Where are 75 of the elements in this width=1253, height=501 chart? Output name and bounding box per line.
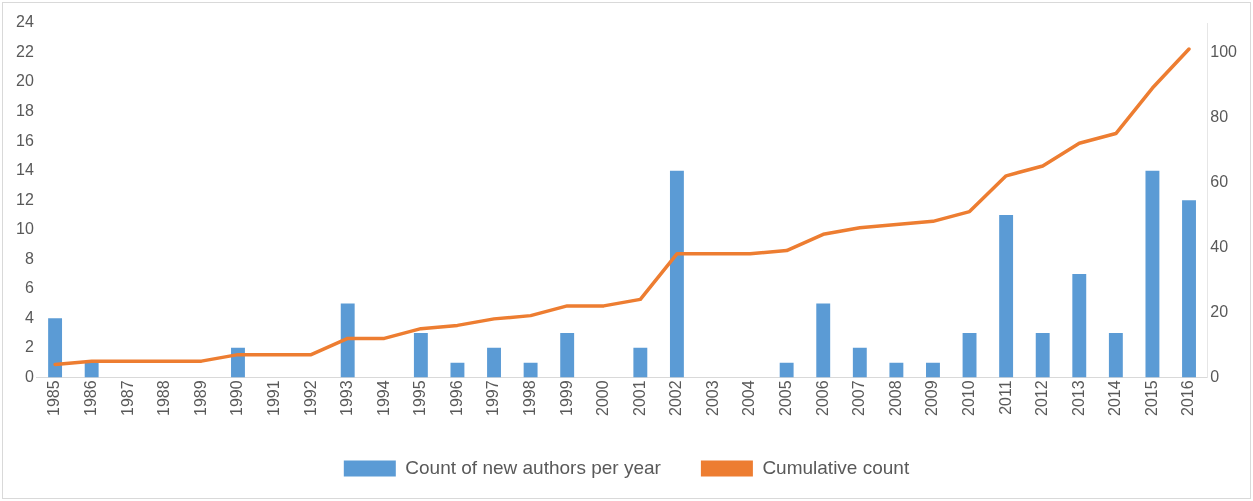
y-tick-label: 18 (16, 102, 34, 120)
x-tick-label: 1985 (45, 380, 63, 416)
y2-tick-label: 80 (1210, 107, 1229, 125)
x-tick-label: 2014 (1106, 380, 1124, 416)
bar (1035, 333, 1050, 378)
x-tick-label: 1995 (411, 380, 429, 416)
bar (669, 170, 684, 378)
bar (84, 362, 99, 378)
x-tick-label: 1996 (447, 380, 465, 416)
x-tick-label: 1994 (374, 380, 392, 416)
y-tick-label: 24 (16, 13, 34, 31)
x-tick-label: 2011 (996, 380, 1014, 415)
y2-tick-label: 60 (1210, 172, 1229, 190)
bar (816, 303, 831, 378)
y2-tick-label: 20 (1210, 302, 1229, 320)
x-tick-label: 1991 (264, 380, 282, 416)
x-tick-label: 1997 (484, 380, 502, 416)
bar (962, 333, 977, 378)
x-tick-label: 2012 (1033, 380, 1051, 416)
bar (560, 333, 575, 378)
x-tick-label: 1998 (521, 380, 539, 416)
y-tick-label: 10 (16, 220, 34, 238)
bar (999, 214, 1014, 378)
x-tick-label: 1999 (557, 380, 575, 416)
x-tick-label: 1990 (228, 380, 246, 416)
x-tick-label: 2009 (923, 380, 941, 416)
y-tick-label: 12 (16, 190, 34, 208)
x-tick-label: 2002 (667, 380, 685, 416)
x-tick-label: 2015 (1142, 380, 1160, 416)
bar (340, 303, 355, 378)
bar (852, 347, 867, 378)
y-tick-label: 4 (24, 308, 34, 326)
x-tick-label: 2006 (813, 380, 831, 416)
bar (1145, 170, 1160, 378)
bar (523, 362, 538, 378)
x-tick-label: 1992 (301, 380, 319, 416)
bar (487, 347, 501, 378)
y-tick-label: 22 (16, 42, 34, 60)
bar (48, 318, 63, 378)
bar (779, 362, 794, 378)
x-tick-label: 2007 (850, 380, 868, 416)
y2-tick-label: 100 (1210, 42, 1238, 60)
y-tick-label: 2 (24, 338, 34, 356)
x-tick-label: 2003 (703, 380, 721, 416)
x-tick-label: 2005 (777, 380, 795, 416)
x-tick-label: 2004 (740, 380, 758, 416)
bar (926, 362, 940, 378)
x-tick-label: 1987 (118, 380, 136, 416)
bar (889, 362, 904, 378)
x-tick-label: 1989 (191, 380, 209, 416)
legend-label: Cumulative count (762, 456, 910, 478)
bar (1182, 200, 1196, 378)
bar (633, 347, 648, 378)
x-tick-label: 1988 (155, 380, 173, 416)
y-tick-label: 20 (16, 72, 34, 90)
x-tick-label: 2010 (959, 380, 977, 416)
legend-label: Count of new authors per year (405, 456, 662, 478)
x-tick-label: 2008 (886, 380, 904, 416)
x-tick-label: 1993 (338, 380, 356, 416)
bar (413, 333, 428, 378)
y-tick-label: 16 (16, 131, 34, 149)
x-tick-label: 1986 (82, 380, 100, 416)
y-tick-label: 14 (16, 161, 34, 179)
bar (450, 362, 465, 378)
x-tick-label: 2000 (594, 380, 612, 416)
bar (1072, 274, 1087, 378)
y-tick-label: 6 (24, 279, 34, 297)
x-tick-label: 2016 (1179, 380, 1197, 416)
y2-tick-label: 40 (1210, 237, 1229, 255)
bar (1108, 333, 1123, 378)
x-tick-label: 2001 (630, 380, 648, 416)
y-tick-label: 0 (24, 367, 34, 385)
y-tick-label: 8 (24, 249, 34, 267)
y2-tick-label: 0 (1210, 367, 1220, 385)
x-tick-label: 2013 (1069, 380, 1087, 416)
